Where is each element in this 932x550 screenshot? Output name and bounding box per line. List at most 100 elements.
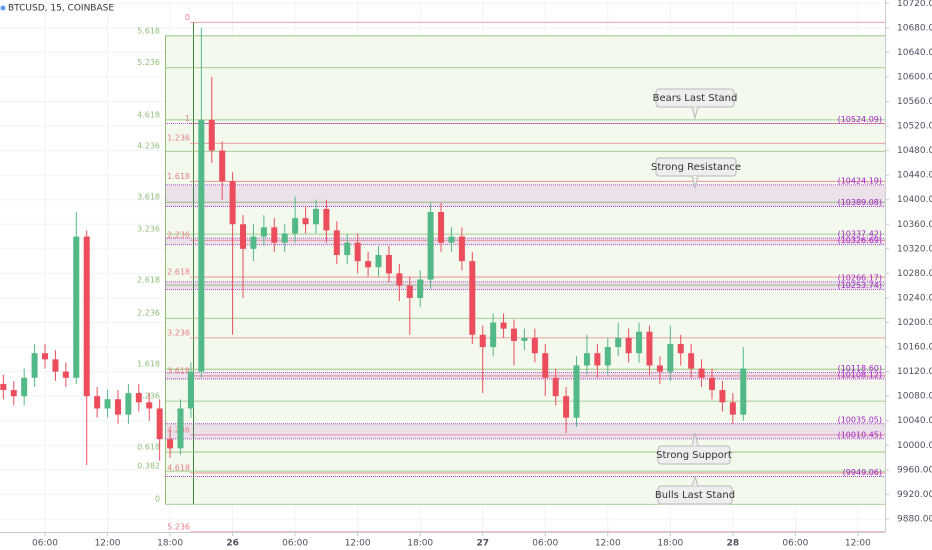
candle-body (146, 402, 153, 409)
candle-body (219, 150, 226, 182)
candle-body (21, 377, 28, 397)
y-tick-label: 10640.00 (897, 48, 932, 58)
candle-body (542, 353, 549, 378)
key-level-label: (10424.19) (838, 176, 882, 185)
candle-body (104, 399, 111, 409)
y-tick-label: 10440.00 (897, 171, 932, 181)
fib-label: 4.618 (167, 463, 190, 472)
candle-body (125, 393, 132, 415)
candle-body (469, 261, 476, 335)
candle-body (396, 273, 403, 286)
y-tick-label: 10560.00 (897, 97, 932, 107)
candle-body (385, 254, 392, 274)
candle-body (427, 212, 434, 280)
y-tick-label: 10080.00 (897, 392, 932, 402)
zone-band (165, 372, 885, 379)
candle-body (740, 368, 747, 415)
key-level-label: (10010.45) (838, 430, 882, 439)
zone-band (165, 423, 885, 439)
x-tick-label: 18:00 (657, 539, 683, 549)
candle-body (656, 365, 663, 372)
y-tick-label: 10160.00 (897, 343, 932, 353)
x-tick-label: 26 (226, 539, 239, 549)
candle-body (615, 337, 622, 348)
key-level-label: (10326.69) (838, 236, 882, 245)
candle-body (312, 208, 319, 225)
chart-title: BTCUSD, 15, COINBASE (8, 4, 114, 14)
candle-body (0, 383, 7, 391)
candle-body (719, 390, 726, 403)
x-tick-label: 06:00 (32, 539, 58, 549)
callout-text: Strong Resistance (651, 162, 741, 173)
candle-body (563, 396, 570, 418)
candle-body (271, 227, 278, 243)
fib-label: 3.618 (137, 193, 160, 202)
key-level-label: (10253.74) (838, 281, 882, 290)
candle-body (521, 337, 528, 341)
fib-label: 2.618 (137, 276, 160, 285)
candle-body (583, 353, 590, 366)
y-tick-label: 10320.00 (897, 244, 932, 254)
candle-body (438, 212, 445, 243)
candle-body (729, 402, 736, 415)
y-tick-label: 10120.00 (897, 367, 932, 377)
candle-body (406, 285, 413, 298)
key-level-label: (9949.06) (843, 468, 882, 477)
candle-body (281, 233, 288, 243)
fib-label: 4.618 (137, 110, 160, 119)
x-tick-label: 28 (727, 539, 740, 549)
candle-body (625, 337, 632, 354)
candle-body (31, 353, 38, 378)
candle-body (479, 334, 486, 348)
candle-body (52, 359, 59, 372)
x-tick-label: 27 (476, 539, 489, 549)
callout: Strong Resistance (651, 157, 741, 189)
callout-pointer (691, 106, 699, 120)
y-tick-label: 10600.00 (897, 72, 932, 82)
y-tick-label: 10040.00 (897, 416, 932, 426)
callout-text: Bulls Last Stand (655, 490, 735, 501)
candle-body (10, 390, 17, 397)
y-tick-label: 9880.00 (897, 514, 932, 524)
candle-body (292, 218, 299, 234)
candle-body (636, 331, 643, 354)
y-tick-label: 10240.00 (897, 293, 932, 303)
candle-body (156, 408, 163, 440)
candle-body (344, 242, 351, 255)
fib-label: 1.236 (167, 134, 190, 143)
candle-body (490, 322, 497, 348)
candle-body (594, 353, 601, 366)
zone-band (165, 184, 885, 207)
candle-body (677, 344, 684, 354)
candle-body (260, 227, 267, 237)
x-tick-label: 12:00 (845, 539, 871, 549)
candle-body (688, 353, 695, 369)
candle-body (83, 236, 90, 397)
candle-body (333, 230, 340, 255)
candle-body (604, 347, 611, 366)
fib-label: 2.236 (167, 231, 190, 240)
callout: Bears Last Stand (653, 88, 737, 120)
candle-body (510, 328, 517, 341)
y-tick-label: 10680.00 (897, 23, 932, 33)
y-tick-label: 10200.00 (897, 318, 932, 328)
fib-label: 2.618 (167, 268, 190, 277)
candle-body (229, 181, 236, 225)
zone-band (165, 238, 885, 245)
candle-body (698, 368, 705, 378)
x-tick-label: 06:00 (782, 539, 808, 549)
y-tick-label: 10400.00 (897, 195, 932, 205)
candle-body (114, 399, 121, 415)
fib-label: 1.618 (137, 360, 160, 369)
candle-body (552, 377, 559, 397)
callout-text: Strong Support (656, 450, 732, 461)
key-level-label: (10337.42) (838, 230, 882, 239)
candle-body (531, 337, 538, 354)
candle-body (323, 208, 330, 231)
candle-body (448, 236, 455, 243)
candle-body (42, 353, 49, 360)
fib-label: 5.236 (137, 58, 160, 67)
y-tick-label: 9920.00 (897, 490, 932, 500)
candle-body (667, 344, 674, 372)
